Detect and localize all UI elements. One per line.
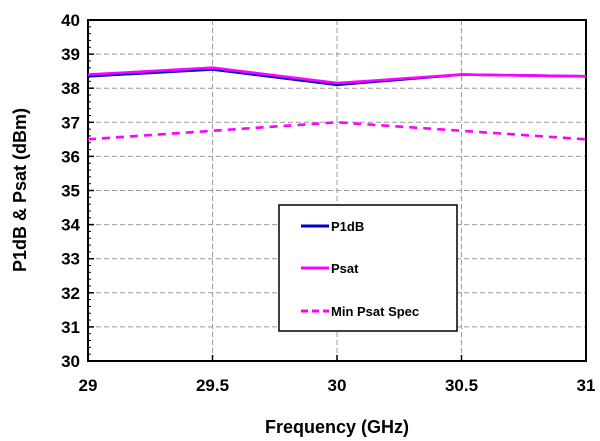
y-tick-label: 36 xyxy=(61,147,80,166)
y-tick-label: 32 xyxy=(61,284,80,303)
legend-label-psat: Psat xyxy=(331,261,359,276)
y-tick-label: 39 xyxy=(61,45,80,64)
x-tick-label: 29.5 xyxy=(196,376,229,395)
legend: P1dB Psat Min Psat Spec xyxy=(278,204,458,332)
series xyxy=(87,66,587,141)
x-tick-label: 30.5 xyxy=(445,376,478,395)
series-line-psat xyxy=(87,66,587,85)
legend-label-min-psat-spec: Min Psat Spec xyxy=(331,304,419,319)
y-tick-label: 35 xyxy=(61,182,80,201)
tick-labels: 30 31 32 33 34 35 36 37 38 39 40 29 29.5 30 30.5 31 xyxy=(61,11,595,395)
y-tick-label: 38 xyxy=(61,79,80,98)
x-tick-label: 30 xyxy=(328,376,347,395)
y-tick-label: 34 xyxy=(61,216,80,235)
y-tick-label: 37 xyxy=(61,113,80,132)
legend-label-p1db: P1dB xyxy=(331,219,364,234)
x-tick-label: 31 xyxy=(577,376,596,395)
ticks xyxy=(87,19,587,362)
y-tick-label: 40 xyxy=(61,11,80,30)
y-axis-title: P1dB & Psat (dBm) xyxy=(10,108,30,272)
x-axis-title: Frequency (GHz) xyxy=(265,417,409,437)
x-tick-label: 29 xyxy=(79,376,98,395)
y-tick-label: 33 xyxy=(61,250,80,269)
y-tick-label: 31 xyxy=(61,318,80,337)
y-tick-label: 30 xyxy=(61,352,80,371)
